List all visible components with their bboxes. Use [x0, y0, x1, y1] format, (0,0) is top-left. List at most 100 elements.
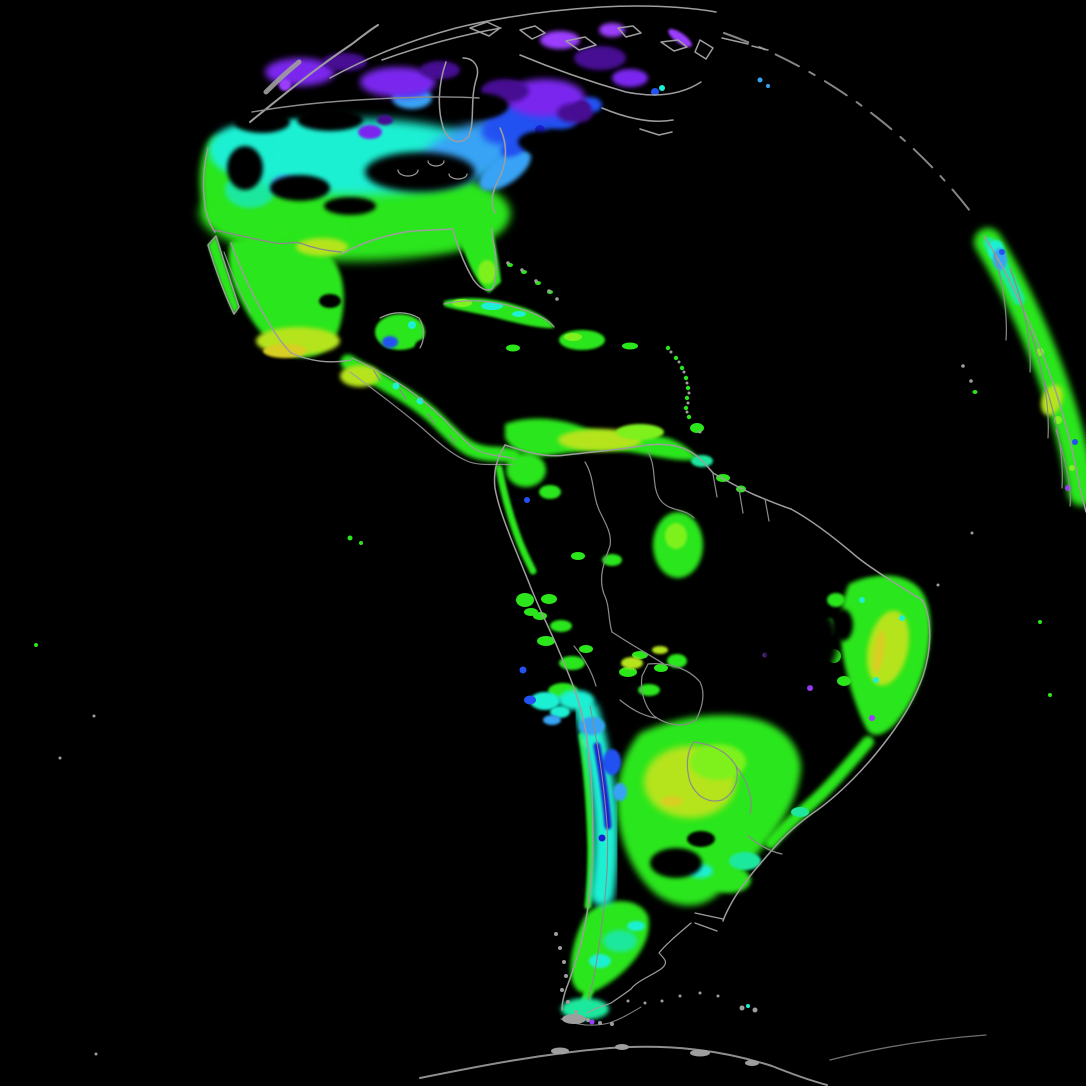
- california-coastline: [202, 147, 216, 233]
- bolivia-border: [640, 663, 704, 726]
- peru-bolivia-chile-borders: [573, 645, 657, 719]
- us-canada-border: [251, 96, 480, 113]
- limb-arc-northeast: [723, 32, 971, 212]
- argentina-south-coastline: [586, 922, 692, 1014]
- mexico-south-coastline: [290, 352, 352, 363]
- st-lawrence-coastline: [601, 107, 674, 136]
- brazil-west-cloud: [833, 609, 853, 641]
- us-mexico-border: [212, 229, 342, 253]
- labrador-coast-violet: [668, 28, 692, 48]
- labrador-violet: [599, 23, 625, 37]
- guatemala-yellowgreen: [340, 365, 380, 387]
- texas-yellowgreen: [296, 238, 348, 256]
- uruguay-brazil-border: [747, 835, 783, 855]
- cuba-lime: [452, 299, 472, 307]
- amazon-mouth-coastline: [790, 508, 924, 602]
- fuegian-islands-gray: [626, 991, 720, 1005]
- great-lakes-cloud: [365, 152, 475, 192]
- antarctic-coastline: [419, 1045, 828, 1086]
- brazil-interior-cloud: [762, 600, 838, 684]
- andes-blue: [603, 749, 621, 775]
- globe-limb-layer: West Africa at globe limb: [723, 32, 971, 212]
- brazil-cyan-speck-2: [899, 615, 905, 621]
- brazil-north-cloud: [846, 550, 890, 574]
- colombia-green-patch: [539, 485, 561, 499]
- pampa-cloud-2: [687, 831, 715, 847]
- hudson-bay-coastline: [438, 57, 479, 143]
- hudson-darkpurple: [420, 61, 460, 79]
- border-cloud: [297, 109, 363, 131]
- brazil-east-coastline: [722, 600, 931, 922]
- cuba-coastline: [443, 300, 555, 328]
- africa-yellowgreen: [1041, 384, 1063, 416]
- arctic-islands-outlines: [469, 21, 714, 60]
- central-america-borders: [373, 370, 456, 444]
- brazil-cyan-speck-3: [873, 677, 879, 683]
- antarctic-coastline-2: [829, 1034, 987, 1061]
- rio-de-la-plata-coastline: [694, 912, 724, 932]
- africa-blue-speck-2: [1072, 439, 1078, 445]
- cloud-gap-layer: [227, 93, 890, 878]
- gulf-coastline: [341, 228, 454, 255]
- brazil-violet-speck-2: [807, 685, 813, 691]
- colombia-green: [506, 453, 546, 487]
- east-coast-skyblue: [479, 149, 531, 191]
- maine-cloud: [518, 131, 562, 153]
- veracruz-cloud: [342, 322, 368, 340]
- dark-purple-layer: [323, 46, 626, 125]
- antilles-gray-specks: [669, 350, 702, 434]
- us-east-coastline: [491, 127, 507, 214]
- peru-cyan-2: [550, 706, 570, 718]
- andes-deepblue-speck: [598, 834, 606, 842]
- bolivia-yellowgreen: [621, 657, 643, 669]
- belize-cloud: [415, 339, 437, 353]
- gulf-stlawrence-cyan: [659, 85, 665, 91]
- bahamas-gray-specks: [506, 261, 559, 301]
- fuego-violet-speck: [589, 1019, 595, 1025]
- argentina-brazil-border: [735, 765, 752, 815]
- pacific-coast-green: [495, 464, 537, 575]
- ocean-gray-specks: [58, 531, 974, 1056]
- greenland-skyblue-speck: [757, 77, 763, 83]
- falkland-gray-specks: [739, 1005, 758, 1013]
- canary-gray-specks: [961, 364, 973, 383]
- central-america-north-coastline: [351, 357, 516, 460]
- cuba-cyan-2: [512, 311, 526, 317]
- africa-lime-speck-3: [1069, 465, 1075, 471]
- pampa-cloud: [650, 848, 702, 878]
- labrador-coastline: [519, 54, 702, 96]
- mexico-west-coastline: [230, 242, 292, 354]
- patagonia-cyan: [589, 954, 611, 968]
- greenland-skyblue-speck-2: [766, 84, 770, 88]
- border-purple-patch: [358, 125, 382, 139]
- ontario-purple: [360, 67, 436, 97]
- mexico-cloud: [319, 294, 341, 308]
- rockies-cloud: [270, 175, 330, 201]
- brazil-violet-speck: [869, 715, 875, 721]
- pampas-yellow: [661, 796, 683, 806]
- south-america-pacific-coastline: [493, 444, 594, 1011]
- chile-argentina-border: [587, 705, 609, 1001]
- honduras-cyan-speck: [392, 382, 400, 390]
- andes-skyblue-2: [613, 783, 627, 801]
- nw-cloud: [234, 111, 290, 133]
- arctic-coastline: [329, 5, 717, 79]
- jamaica-green: [506, 344, 520, 352]
- colombia-blue-speck: [524, 497, 530, 503]
- altiplano-cyan: [558, 690, 594, 710]
- peru-cyan: [530, 692, 560, 710]
- yellow-layer: [263, 344, 885, 806]
- amazon-lime: [665, 523, 687, 549]
- baja-coastline: [207, 235, 240, 315]
- peru-brazil-border: [611, 631, 665, 665]
- south-america-north-coastline: [504, 443, 714, 474]
- paraguay-border: [686, 741, 738, 802]
- guianas-coastline: [712, 472, 792, 510]
- amazon-mouth-cloud: [727, 536, 793, 588]
- hispaniola-lime: [564, 333, 582, 341]
- central-america-green: [340, 354, 521, 464]
- florida-coastline: [452, 227, 497, 291]
- great-lakes-outlines: [397, 160, 468, 180]
- falkland-cyan-speck: [746, 1004, 750, 1008]
